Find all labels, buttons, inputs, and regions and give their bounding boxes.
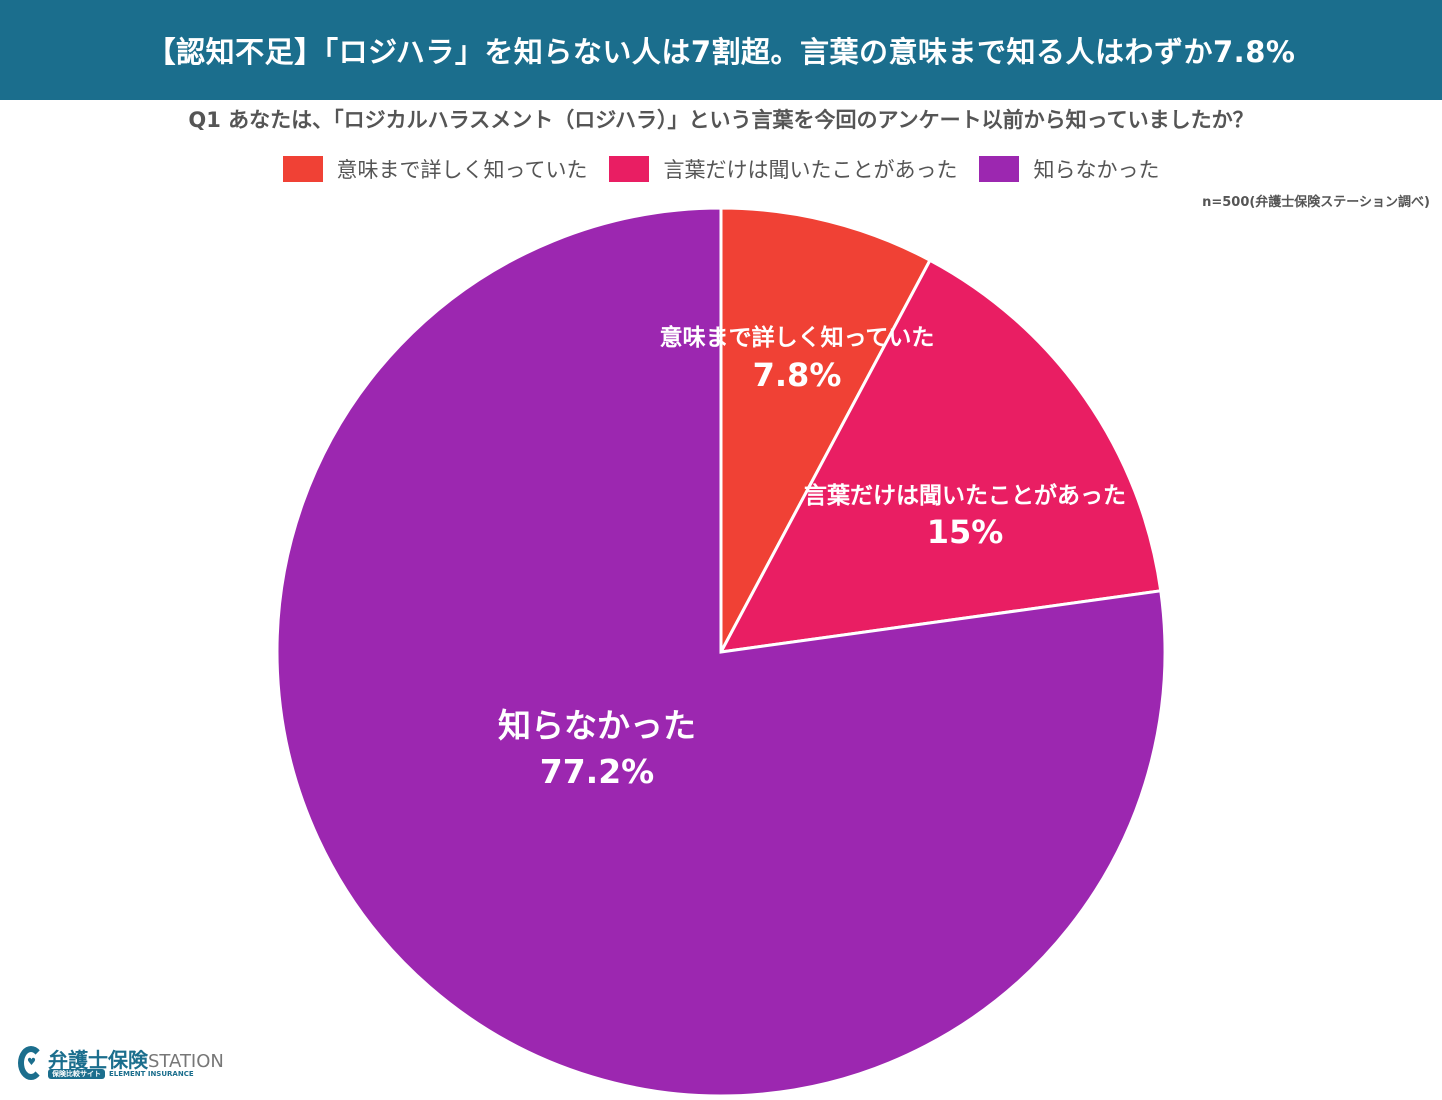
pie-slice xyxy=(718,258,1163,654)
legend-swatch xyxy=(282,156,323,182)
legend-swatch xyxy=(979,156,1020,182)
slice-category-label: 言葉だけは聞いたことがあった xyxy=(804,482,1126,509)
logo-station: STATION xyxy=(148,1051,224,1072)
logo-company: ELEMENT INSURANCE xyxy=(109,1070,194,1078)
slice-value-label: 77.2% xyxy=(540,752,655,791)
title-banner: 【認知不足】「ロジハラ」を知らない人は7割超。言葉の意味まで知る人はわずか7.8… xyxy=(0,0,1442,100)
slice-value-label: 15% xyxy=(927,513,1004,551)
page-title: 【認知不足】「ロジハラ」を知らない人は7割超。言葉の意味まで知る人はわずか7.8… xyxy=(146,35,1296,69)
slice-category-label: 意味まで詳しく知っていた xyxy=(660,324,935,351)
pie-slice xyxy=(719,206,933,653)
legend-label: 知らなかった xyxy=(1033,158,1160,182)
slice-value-label: 7.8% xyxy=(753,356,842,394)
chart-title: Q1 あなたは、「ロジカルハラスメント（ロジハラ）」という言葉を今回のアンケート… xyxy=(188,108,1254,132)
chart-legend: 意味まで詳しく知っていた 言葉だけは聞いたことがあった 知らなかった xyxy=(0,154,1442,184)
logo-tag: 保険比較サイト xyxy=(48,1069,105,1079)
pie-slice xyxy=(275,206,1167,1098)
logo-name: 弁護士保険 xyxy=(48,1048,148,1072)
legend-label: 意味まで詳しく知っていた xyxy=(336,158,588,182)
sample-size-note: n=500(弁護士保険ステーション調べ) xyxy=(1202,195,1430,210)
legend-label: 言葉だけは聞いたことがあった xyxy=(663,158,958,182)
legend-item-heard-only: 言葉だけは聞いたことがあった xyxy=(609,154,957,184)
logo-c-icon xyxy=(18,1046,44,1080)
legend-swatch xyxy=(609,156,650,182)
heart-icon: ♥ xyxy=(27,1057,36,1068)
slice-category-label: 知らなかった xyxy=(498,706,696,745)
legend-item-detailed: 意味まで詳しく知っていた xyxy=(282,154,588,184)
legend-item-unknown: 知らなかった xyxy=(979,154,1159,184)
